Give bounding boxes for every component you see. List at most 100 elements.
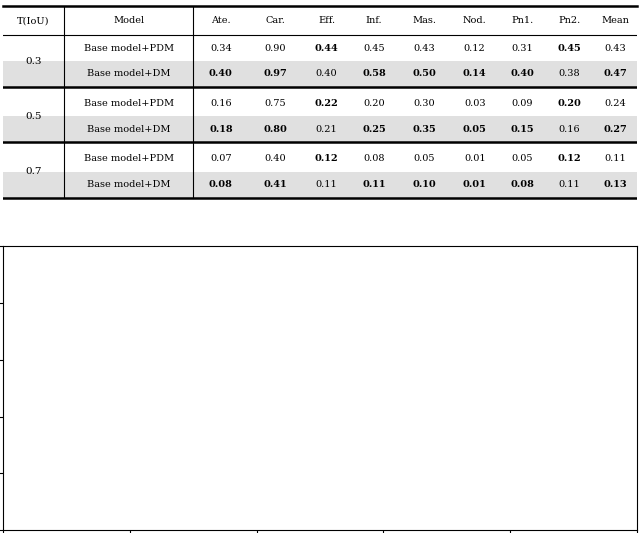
Text: 0.45: 0.45 [364,44,385,53]
Bar [298,461,335,509]
Text: 0.40: 0.40 [265,155,287,164]
Text: 0.31: 0.31 [511,44,533,53]
Text: Base model+DM: Base model+DM [87,125,170,134]
Text: Infiltrate: Infiltrate [300,256,352,265]
Text: Mean: Mean [601,17,629,26]
Text: 0.08: 0.08 [510,180,534,189]
Text: Atelectasis: Atelectasis [170,256,232,265]
Text: Pn1.: Pn1. [511,17,533,26]
Text: (c) ResNet-50 + DM: (c) ResNet-50 + DM [17,484,124,494]
Text: 0.11: 0.11 [559,180,580,189]
Text: Nodule: Nodule [431,256,471,265]
Bar [584,411,618,434]
Text: 0.40: 0.40 [209,69,233,78]
Bar [298,381,327,418]
Text: 0.12: 0.12 [315,155,339,164]
Text: Base model+DM: Base model+DM [87,180,170,189]
Text: 0.34: 0.34 [210,44,232,53]
Text: 0.50: 0.50 [412,69,436,78]
Bar [184,501,235,528]
Text: Ate.: Ate. [211,17,230,26]
Text: 0.10: 0.10 [413,180,436,189]
Text: 0.20: 0.20 [364,99,385,108]
Text: Base model+PDM: Base model+PDM [84,99,173,108]
Bar [204,332,243,352]
Text: 0.21: 0.21 [316,125,337,134]
Bar [582,490,618,520]
Bar [438,477,468,499]
Text: 0.40: 0.40 [316,69,337,78]
Bar [579,483,618,523]
Text: Car.: Car. [266,17,285,26]
Text: 0.90: 0.90 [265,44,286,53]
Text: 0.30: 0.30 [413,99,435,108]
Text: 0.40: 0.40 [510,69,534,78]
Text: 0.27: 0.27 [603,125,627,134]
Text: 0.09: 0.09 [511,99,533,108]
Bar [189,505,235,526]
Text: 0.43: 0.43 [604,44,626,53]
Text: 0.11: 0.11 [316,180,337,189]
Text: Model: Model [113,17,144,26]
Bar [582,396,618,435]
Text: 0.41: 0.41 [264,180,287,189]
Text: 0.03: 0.03 [464,99,486,108]
Text: 0.12: 0.12 [557,155,581,164]
Text: Symptom: Symptom [44,256,96,265]
Text: 0.35: 0.35 [413,125,436,134]
Text: 0.43: 0.43 [413,44,435,53]
Text: Inf.: Inf. [365,17,382,26]
Text: 0.3: 0.3 [26,56,42,66]
Text: 0.5: 0.5 [26,112,42,121]
Text: 0.15: 0.15 [510,125,534,134]
Bar [299,377,328,422]
Text: 0.11: 0.11 [604,155,626,164]
Bar [298,298,327,336]
Text: 0.13: 0.13 [603,180,627,189]
Text: 0.22: 0.22 [315,99,339,108]
Text: 0.05: 0.05 [511,155,533,164]
Text: 0.44: 0.44 [315,44,339,53]
Text: 0.18: 0.18 [209,125,232,134]
Text: 0.05: 0.05 [413,155,435,164]
Text: 0.08: 0.08 [364,155,385,164]
Bar [433,385,467,416]
Text: 0.14: 0.14 [463,69,486,78]
Text: 0.47: 0.47 [603,69,627,78]
Bar [3,117,637,142]
Bar [579,328,615,351]
Text: 0.38: 0.38 [559,69,580,78]
Text: Nod.: Nod. [463,17,486,26]
Text: Base model+DM: Base model+DM [87,69,170,78]
Text: 0.05: 0.05 [463,125,486,134]
Text: Pn2.: Pn2. [558,17,580,26]
Text: 0.75: 0.75 [265,99,287,108]
Text: Mas.: Mas. [412,17,436,26]
Text: 0.20: 0.20 [557,99,581,108]
Text: 0.01: 0.01 [463,180,486,189]
Text: (a) Aligned X-ray
images: (a) Aligned X-ray images [29,309,111,329]
Text: Base model+PDM: Base model+PDM [84,155,173,164]
Text: 0.7: 0.7 [26,167,42,176]
Bar [204,416,240,435]
Text: 0.07: 0.07 [210,155,232,164]
Text: 0.16: 0.16 [210,99,232,108]
Text: Base model+PDM: Base model+PDM [84,44,173,53]
Text: 0.08: 0.08 [209,180,233,189]
Text: 0.01: 0.01 [464,155,486,164]
Text: 0.25: 0.25 [362,125,386,134]
Text: (b) ResNet-50 + PDM: (b) ResNet-50 + PDM [13,400,127,409]
Text: 0.58: 0.58 [362,69,386,78]
Text: T(IoU): T(IoU) [17,17,50,26]
Bar [3,172,637,198]
Text: 0.97: 0.97 [264,69,287,78]
Bar [3,61,637,87]
Text: 0.16: 0.16 [559,125,580,134]
Text: 0.24: 0.24 [604,99,626,108]
Text: 0.12: 0.12 [464,44,486,53]
Bar [194,413,236,437]
Text: Pneumonia: Pneumonia [544,256,607,265]
Text: 0.80: 0.80 [264,125,287,134]
Text: Eff.: Eff. [318,17,335,26]
Bar [444,311,468,325]
